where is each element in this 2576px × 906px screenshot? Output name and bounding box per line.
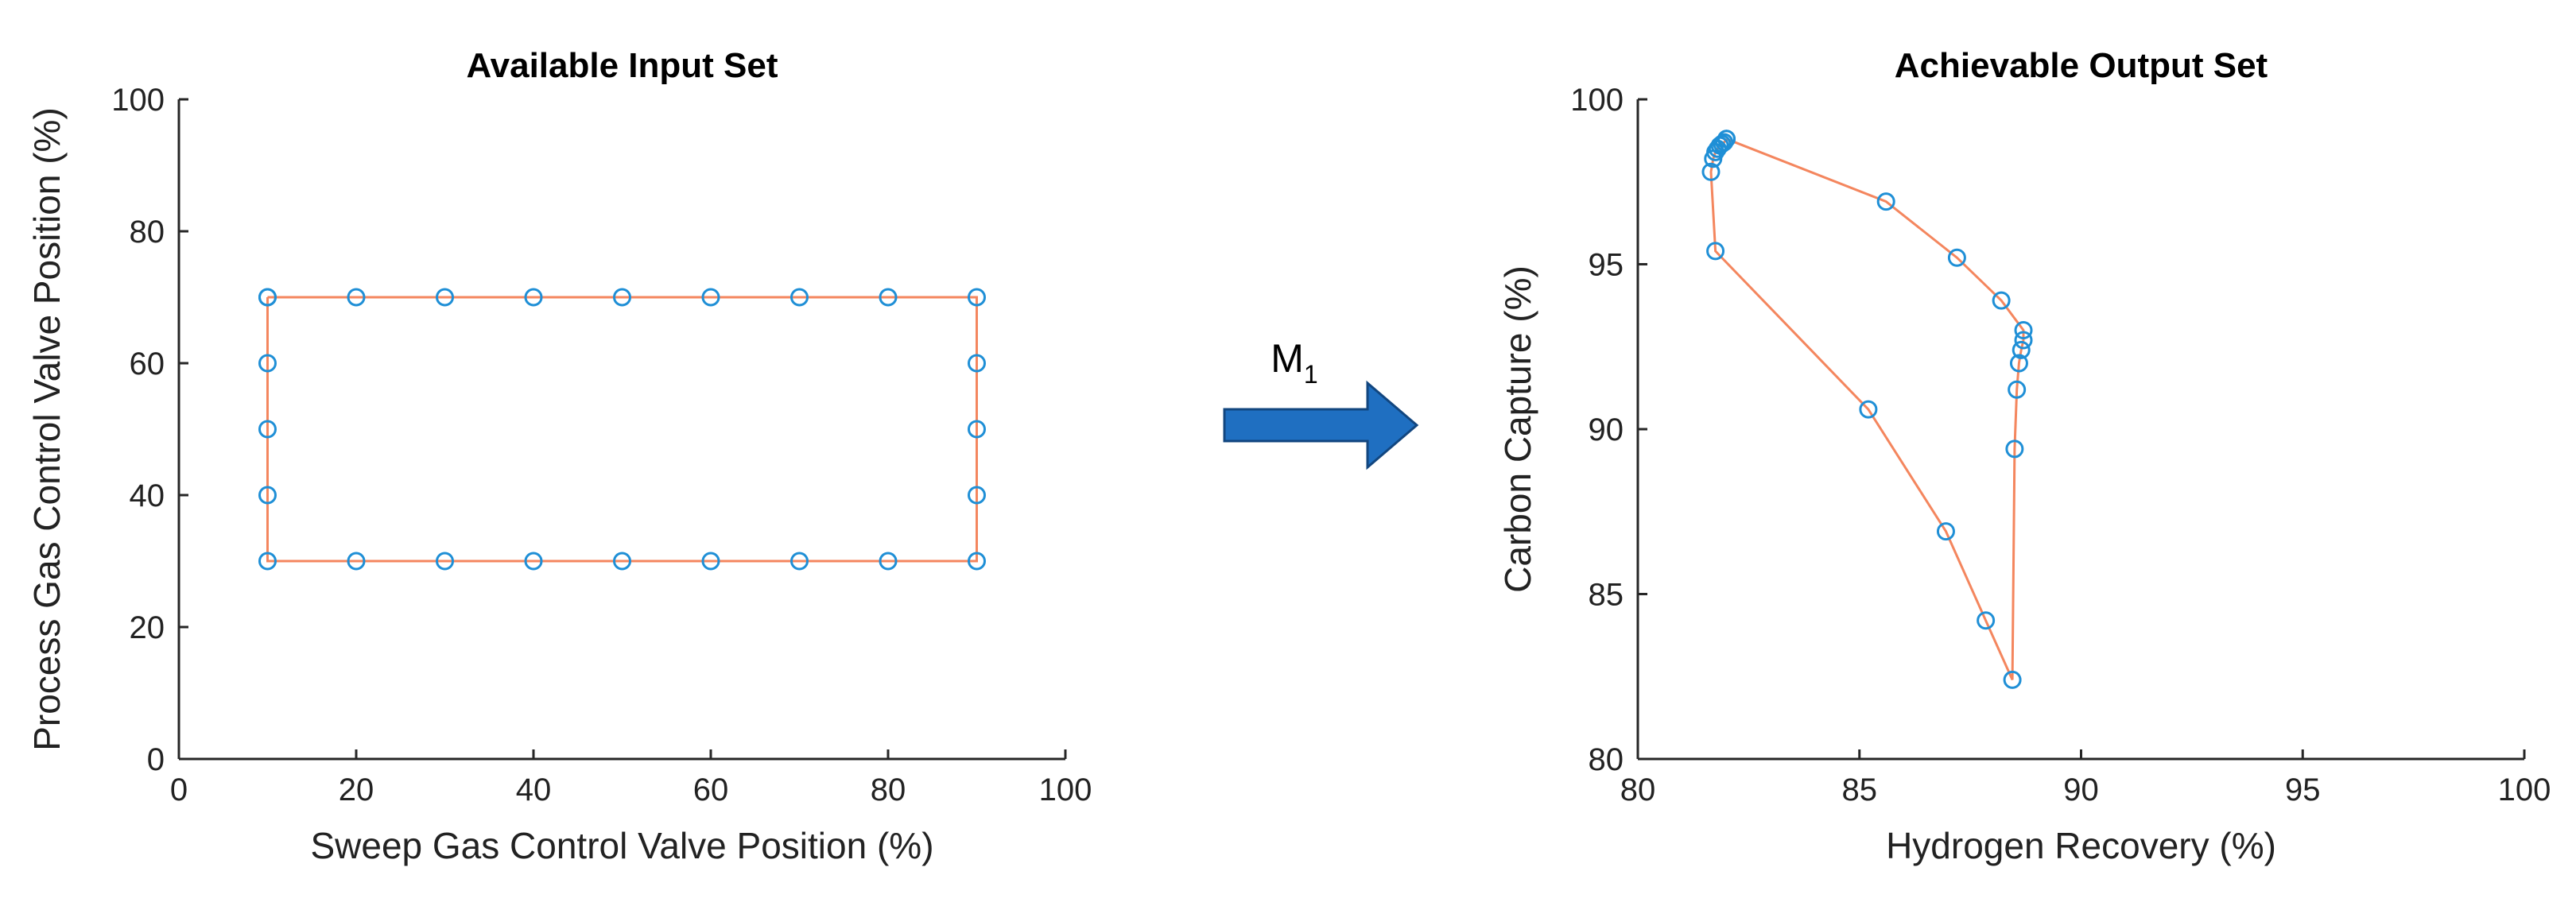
x-tick-label: 20 <box>339 772 374 807</box>
data-point <box>2012 340 2031 359</box>
y-tick-label: 60 <box>130 347 165 381</box>
data-point <box>968 420 986 439</box>
data-point <box>2005 439 2024 459</box>
data-point <box>524 288 543 307</box>
y-tick-label: 20 <box>130 610 165 645</box>
data-point <box>2014 321 2033 339</box>
y-tick-label: 80 <box>130 215 165 250</box>
y-tick-label: 40 <box>130 478 165 513</box>
y-tick-label: 85 <box>1589 578 1624 613</box>
chart-title: Achievable Output Set <box>1895 46 2268 85</box>
data-point <box>2003 670 2022 689</box>
data-point <box>613 288 631 307</box>
data-point <box>1876 192 1895 211</box>
data-point <box>1715 133 1734 152</box>
data-point <box>258 486 277 505</box>
data-point <box>347 288 366 307</box>
data-point <box>968 552 986 571</box>
arrow-label: M1 <box>1271 336 1317 389</box>
y-tick-label: 100 <box>1570 83 1624 118</box>
y-tick-label: 0 <box>147 742 165 777</box>
output-set-chart: Achievable Output Set 80 85 90 95 100 80 85 90 95… <box>1497 46 2551 866</box>
y-axis-label: Process Gas Control Valve Position (%) <box>26 107 68 751</box>
x-tick-label: 95 <box>2285 772 2321 807</box>
arrow-label-subscript: 1 <box>1304 360 1318 389</box>
data-point <box>436 288 454 307</box>
data-point <box>1706 242 1725 261</box>
data-point <box>613 552 631 571</box>
data-point <box>790 288 809 307</box>
x-tick-label: 100 <box>2498 772 2551 807</box>
data-point <box>968 354 986 373</box>
x-tick-label: 85 <box>1842 772 1878 807</box>
x-axis-label: Sweep Gas Control Valve Position (%) <box>310 825 933 866</box>
data-point <box>436 552 454 571</box>
data-point <box>701 288 720 307</box>
chart-title: Available Input Set <box>466 46 778 85</box>
right-arrow-icon <box>1223 380 1419 470</box>
data-point <box>1859 400 1878 419</box>
y-tick-label: 100 <box>111 83 165 118</box>
mapping-arrow: M1 <box>1223 336 1419 470</box>
data-point <box>258 354 277 373</box>
data-point <box>2014 331 2033 350</box>
x-tick-label: 80 <box>1620 772 1656 807</box>
data-point <box>879 288 898 307</box>
data-point <box>258 552 277 571</box>
data-point <box>1947 248 1966 267</box>
data-point <box>968 288 986 307</box>
data-point <box>258 288 277 307</box>
data-point <box>1936 522 1955 541</box>
data-point <box>879 552 898 571</box>
data-point <box>2009 354 2028 373</box>
data-point <box>1713 134 1732 153</box>
data-point <box>790 552 809 571</box>
x-tick-label: 80 <box>871 772 906 807</box>
data-point <box>1701 162 1721 181</box>
series-line <box>266 296 978 563</box>
data-point <box>1717 130 1736 149</box>
data-point <box>524 552 543 571</box>
y-tick-label: 90 <box>1589 412 1624 447</box>
y-tick-label: 95 <box>1589 248 1624 283</box>
data-point <box>258 420 277 439</box>
x-tick-label: 90 <box>2063 772 2099 807</box>
y-axis-label: Carbon Capture (%) <box>1497 265 1538 593</box>
x-tick-label: 60 <box>693 772 729 807</box>
data-point <box>701 552 720 571</box>
data-point <box>347 552 366 571</box>
data-point <box>968 486 986 505</box>
series-line <box>1709 137 2025 681</box>
y-tick-label: 80 <box>1589 742 1624 777</box>
data-point <box>2008 380 2027 399</box>
x-tick-label: 100 <box>1039 772 1092 807</box>
x-tick-label: 0 <box>170 772 188 807</box>
data-point <box>1977 611 1996 630</box>
x-tick-label: 40 <box>516 772 552 807</box>
x-axis-label: Hydrogen Recovery (%) <box>1886 825 2276 866</box>
data-point <box>1992 291 2011 310</box>
arrow-label-main: M <box>1271 336 1304 381</box>
input-set-chart: Available Input Set 0 20 40 60 80 100 0 20 40 60 80… <box>26 46 1092 866</box>
